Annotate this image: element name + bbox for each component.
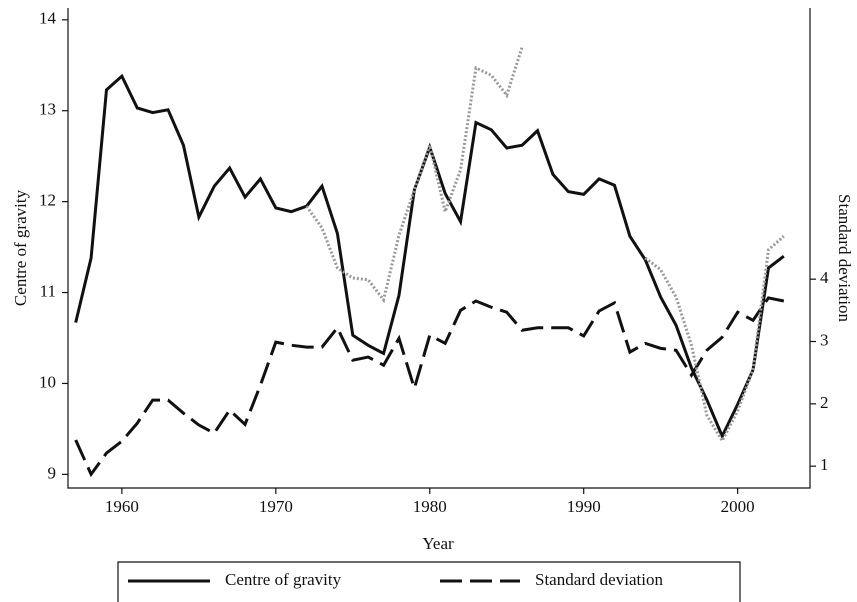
y-tick-label: 10 bbox=[39, 372, 56, 391]
y-tick-label: 9 bbox=[48, 463, 57, 482]
axis-frame bbox=[67, 8, 811, 489]
y-axis-label: Centre of gravity bbox=[11, 189, 30, 306]
line-series bbox=[74, 296, 785, 478]
y-tick-label: 11 bbox=[40, 281, 56, 300]
x-tick-label: 2000 bbox=[721, 497, 755, 516]
x-axis-label: Year bbox=[422, 534, 454, 553]
line-series bbox=[305, 46, 524, 304]
y2-axis-label: Standard deviation bbox=[835, 194, 854, 322]
x-tick-label: 1980 bbox=[413, 497, 447, 516]
line-series bbox=[644, 235, 785, 444]
line-series bbox=[74, 73, 785, 440]
legend-label: Standard deviation bbox=[535, 570, 663, 589]
y2-tick-label: 1 bbox=[820, 455, 829, 474]
y-tick-label: 14 bbox=[39, 9, 57, 28]
legend-label: Centre of gravity bbox=[225, 570, 342, 589]
y-tick-label: 13 bbox=[39, 100, 56, 119]
y2-tick-label: 3 bbox=[820, 330, 829, 349]
x-tick-label: 1960 bbox=[105, 497, 139, 516]
y2-tick-label: 4 bbox=[820, 268, 829, 287]
legend-box bbox=[117, 561, 741, 602]
y-tick-label: 12 bbox=[39, 191, 56, 210]
x-tick-label: 1990 bbox=[567, 497, 601, 516]
x-tick-label: 1970 bbox=[259, 497, 293, 516]
y2-tick-label: 2 bbox=[820, 393, 829, 412]
